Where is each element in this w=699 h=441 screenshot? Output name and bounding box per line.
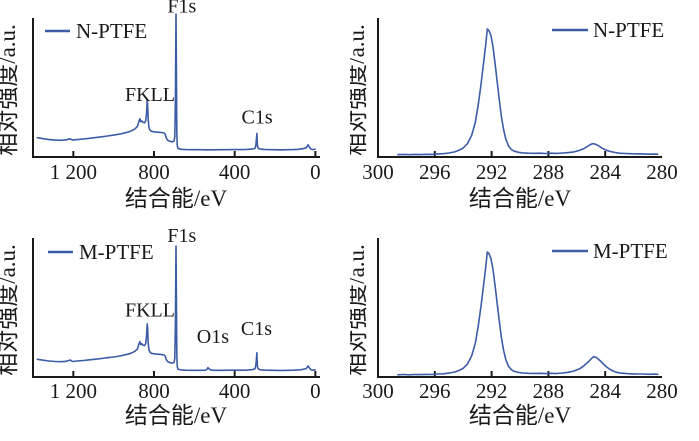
x-tick-label-0: 1 200: [50, 160, 97, 184]
peak-annotation-o1s: O1s: [197, 326, 229, 348]
x-axis-title: 结合能/eV: [125, 403, 228, 428]
spectrum-curve: [36, 13, 316, 151]
x-tick-label-4: 284: [589, 379, 621, 403]
chart-survey-m-ptfe: 1 200 800 400 0 结合能/eV 相对强度/a.u. M-PTFE F1s FKLL…: [0, 220, 350, 441]
plot-c1s-m-ptfe: 300 296 292 288 284 280 结合能/eV 相对强度/a.u. M-PTFE: [350, 238, 678, 428]
x-tick-label-0: 300: [362, 160, 394, 184]
peak-annotation-fkll: FKLL: [125, 300, 175, 322]
x-axis-title: 结合能/eV: [125, 186, 228, 211]
spectrum-curve: [36, 245, 316, 372]
x-axis-title: 结合能/eV: [469, 403, 572, 428]
plot-c1s-n-ptfe: 300 296 292 288 284 280 结合能/eV 相对强度/a.u. N-PTFE: [350, 18, 678, 211]
x-tick-label-3: 288: [533, 379, 565, 403]
peak-annotation-fkll: FKLL: [125, 84, 175, 106]
legend-label: N-PTFE: [593, 18, 664, 42]
x-axis-title: 结合能/eV: [469, 186, 572, 211]
x-tick-label-2: 400: [219, 160, 251, 184]
axes-frame: [32, 18, 320, 158]
x-tick-label-2: 292: [476, 379, 508, 403]
y-axis-title: 相对强度/a.u.: [350, 24, 369, 156]
y-axis-title: 相对强度/a.u.: [350, 244, 369, 376]
legend-label: M-PTFE: [593, 239, 668, 263]
peak-annotation-f1s: F1s: [167, 225, 196, 247]
y-axis-title: 相对强度/a.u.: [0, 24, 20, 156]
x-tick-label-1: 296: [419, 379, 451, 403]
peak-annotation-f1s: F1s: [167, 0, 196, 18]
chart-c1s-n-ptfe: 300 296 292 288 284 280 结合能/eV 相对强度/a.u. N-PTFE: [350, 0, 699, 220]
spectrum-curve: [397, 251, 659, 376]
spectrum-curve: [397, 28, 659, 156]
chart-c1s-m-ptfe: 300 296 292 288 284 280 结合能/eV 相对强度/a.u. M-PTFE: [350, 220, 699, 441]
x-tick-label-1: 800: [138, 379, 170, 403]
x-tick-label-1: 296: [419, 160, 451, 184]
x-tick-label-3: 0: [310, 379, 321, 403]
peak-annotation-c1s: C1s: [241, 318, 272, 340]
x-tick-label-0: 1 200: [50, 379, 97, 403]
x-tick-label-2: 400: [219, 379, 251, 403]
legend-label: N-PTFE: [76, 19, 147, 43]
x-tick-label-3: 288: [533, 160, 565, 184]
axes-frame: [32, 238, 320, 378]
legend-label: M-PTFE: [79, 240, 154, 264]
x-tick-label-0: 300: [362, 379, 394, 403]
peak-annotation-c1s: C1s: [242, 106, 273, 128]
chart-survey-n-ptfe: 1 200 800 400 0 结合能/eV 相对强度/a.u. N-PTFE F1s FKLL…: [0, 0, 350, 220]
x-tick-label-4: 284: [589, 160, 621, 184]
plot-survey-m-ptfe: 1 200 800 400 0 结合能/eV 相对强度/a.u. M-PTFE F1s FKLL…: [0, 225, 321, 428]
axes-frame: [377, 238, 662, 378]
plot-survey-n-ptfe: 1 200 800 400 0 结合能/eV 相对强度/a.u. N-PTFE F1s FKLL…: [0, 0, 321, 211]
x-tick-label-5: 280: [646, 160, 678, 184]
x-tick-label-5: 280: [646, 379, 678, 403]
y-axis-title: 相对强度/a.u.: [0, 244, 20, 376]
x-tick-label-1: 800: [138, 160, 170, 184]
x-tick-label-2: 292: [476, 160, 508, 184]
axes-frame: [377, 18, 662, 158]
x-tick-label-3: 0: [310, 160, 321, 184]
